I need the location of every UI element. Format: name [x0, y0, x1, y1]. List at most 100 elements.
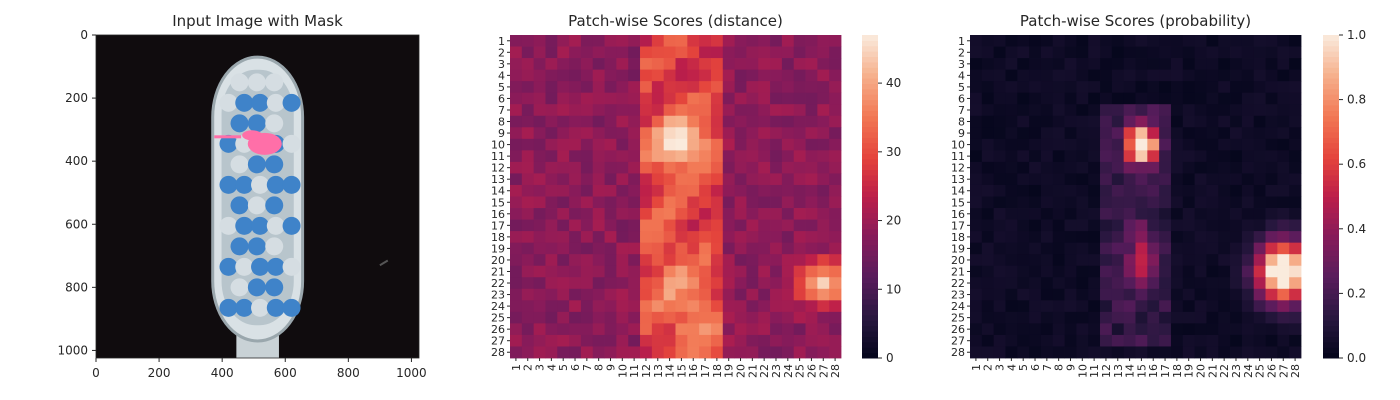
heatmap-cell: [1076, 346, 1089, 359]
x-tick-label: 4: [545, 364, 558, 371]
heatmap-cell: [1111, 58, 1125, 71]
heatmap-cell: [722, 300, 736, 313]
heatmap-cell: [817, 242, 830, 255]
heatmap-cell: [970, 323, 983, 336]
heatmap-cell: [1206, 161, 1219, 174]
heatmap-cell: [1040, 242, 1054, 255]
heatmap-cell: [1277, 58, 1290, 71]
heatmap-cell: [533, 127, 546, 140]
heatmap-cell: [781, 265, 795, 278]
heatmap-cell: [1206, 58, 1219, 71]
heatmap-cell: [592, 173, 605, 186]
heatmap-cell: [1206, 346, 1219, 359]
heatmap-cell: [640, 208, 653, 220]
heatmap-cell: [1265, 196, 1278, 209]
heatmap-cell: [746, 334, 759, 347]
heatmap-cell: [1170, 184, 1184, 197]
heatmap-cell: [734, 104, 747, 117]
heatmap-cell: [687, 323, 700, 336]
heatmap-cell: [675, 58, 688, 71]
heatmap-cell: [1289, 35, 1302, 47]
heatmap-cell: [1170, 69, 1184, 82]
heatmap-cell: [1088, 277, 1101, 290]
heatmap-cell: [970, 242, 983, 255]
colorbar-segment: [862, 352, 878, 359]
colorbar-tick-label: 30: [886, 145, 901, 159]
heatmap-cell: [1005, 184, 1018, 197]
heatmap-cell: [1111, 323, 1125, 336]
heatmap-cell: [1182, 150, 1196, 163]
heatmap-cell: [1218, 231, 1231, 244]
heatmap-cell: [592, 161, 605, 174]
heatmap-cell: [710, 265, 724, 278]
heatmap-cell: [510, 46, 523, 59]
heatmap-cell: [1005, 69, 1018, 82]
white-bristle-tuft: [230, 155, 249, 174]
heatmap-cell: [1289, 254, 1302, 267]
heatmap-cell: [1111, 127, 1125, 140]
heatmap-cell: [592, 58, 605, 71]
heatmap-cell: [981, 35, 995, 47]
heatmap-cell: [1159, 242, 1172, 255]
heatmap-cell: [510, 300, 523, 313]
heatmap-cell: [1253, 115, 1266, 128]
heatmap-cell: [569, 300, 582, 313]
heatmap-cell: [781, 219, 795, 232]
heatmap-cell: [770, 254, 783, 267]
heatmap-cell: [1265, 242, 1278, 255]
heatmap-cell: [805, 196, 818, 209]
heatmap-cell: [651, 196, 665, 209]
heatmap-cell: [1100, 58, 1113, 71]
blue-bristle-tuft: [219, 134, 238, 153]
heatmap-cell: [533, 69, 546, 82]
heatmap-cell: [993, 254, 1006, 267]
heatmap-cell: [1182, 35, 1196, 47]
heatmap-cell: [1135, 115, 1148, 128]
heatmap-cell: [521, 219, 535, 232]
heatmap-cell: [580, 35, 594, 47]
heatmap-cell: [1100, 173, 1113, 186]
heatmap-cell: [640, 334, 653, 347]
heatmap-cell: [580, 242, 594, 255]
x-tick-label: 600: [274, 366, 297, 380]
heatmap-cell: [580, 254, 594, 267]
heatmap-cell: [710, 334, 724, 347]
heatmap-cell: [1088, 265, 1101, 278]
heatmap-cell: [663, 334, 676, 347]
heatmap-cell: [616, 104, 629, 117]
heatmap-cell: [533, 196, 546, 209]
heatmap-cell: [545, 35, 558, 47]
heatmap-cell: [1052, 231, 1065, 244]
heatmap-cell: [1017, 334, 1030, 347]
heatmap-cell: [592, 104, 605, 117]
heatmap-cell: [640, 196, 653, 209]
heatmap-cell: [981, 311, 995, 324]
heatmap-cell: [1289, 231, 1302, 244]
heatmap-cell: [722, 288, 736, 301]
heatmap-cell: [781, 173, 795, 186]
x-tick-label: 7: [581, 364, 594, 371]
heatmap-cell: [545, 311, 558, 324]
heatmap-cell: [1253, 35, 1266, 47]
colorbar-segment: [862, 196, 878, 203]
heatmap-cell: [1182, 242, 1196, 255]
x-tick-label: 12: [1100, 364, 1113, 378]
heatmap-cell: [1017, 161, 1030, 174]
heatmap-cell: [1100, 115, 1113, 128]
heatmap-cell: [651, 127, 665, 140]
colorbar-segment: [862, 72, 878, 79]
heatmap-cell: [734, 196, 747, 209]
x-tick-label: 16: [1147, 364, 1160, 378]
heatmap-cell: [569, 92, 582, 105]
heatmap-cell: [640, 92, 653, 105]
colorbar-segment: [862, 314, 878, 321]
heatmap-cell: [1123, 58, 1136, 71]
heatmap-cell: [675, 231, 688, 244]
heatmap-cell: [569, 277, 582, 290]
heatmap-cell: [1040, 196, 1054, 209]
heatmap-cell: [1005, 196, 1018, 209]
colorbar-segment: [862, 266, 878, 273]
heatmap-cell: [1088, 208, 1101, 220]
colorbar-segment: [1323, 288, 1339, 294]
heatmap-cell: [1241, 265, 1255, 278]
